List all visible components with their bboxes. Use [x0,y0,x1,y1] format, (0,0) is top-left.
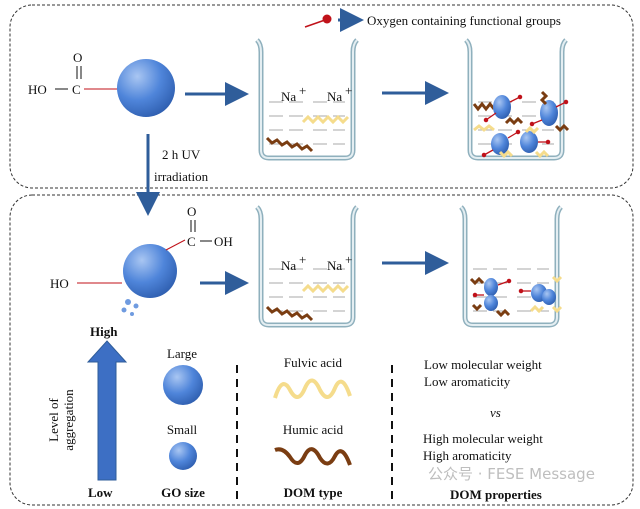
fulvic-acid-icon [273,378,352,399]
carbon-label: C [72,82,81,97]
high-aromaticity-label: High aromaticity [423,448,512,463]
oxygen-group-legend: Oxygen containing functional groups [304,8,561,32]
sodium-ion: Na [327,258,342,273]
top-panel [9,4,634,189]
aggregation-arrow-icon [86,340,128,481]
sodium-ion: Na [281,258,296,273]
pristine-go: O HO C [28,50,175,117]
carbonyl-oxygen: O [73,50,82,65]
beaker-dom-bottom: Na + Na + [257,207,357,325]
sodium-ion: Na [327,89,342,104]
small-go-icon [169,442,197,470]
legend-label: Oxygen containing functional groups [367,13,561,28]
go-size-heading: GO size [161,485,205,500]
aggregation-high-label: High [90,324,118,339]
versus-label: vs [490,405,501,420]
humic-acid-label: Humic acid [283,422,344,437]
watermark: 公众号 · FESE Message [428,465,595,483]
fulvic-acid-label: Fulvic acid [284,355,343,370]
humic-acid-icon [274,447,352,466]
high-molecular-weight-label: High molecular weight [423,431,543,446]
irradiated-go: HO C OH O [50,204,233,316]
uv-duration-label: 2 h UV [162,147,201,162]
carbonyl-oxygen: O [187,204,196,219]
aggregation-axis-label: aggregation [61,389,76,451]
uv-irradiation-label: irradiation [154,169,209,184]
ion-charge: + [299,83,306,98]
fulvic-acid-chain [301,283,350,294]
aggregation-axis-label: Level of [46,397,61,441]
beaker-dispersed-go [466,40,570,158]
carbon-label: C [187,234,196,249]
small-go-sphere [123,244,177,298]
sodium-ion: Na [281,89,296,104]
large-go-icon [163,365,203,405]
ion-charge: + [345,83,352,98]
low-aromaticity-label: Low aromaticity [424,374,511,389]
bottom-panel [9,194,634,506]
humic-acid-chain [265,305,314,322]
dom-type-heading: DOM type [284,485,343,500]
oxygen-group-icon [304,19,326,28]
aggregation-low-label: Low [88,485,113,500]
low-molecular-weight-label: Low molecular weight [424,357,542,372]
go-large-label: Large [167,346,197,361]
ion-charge: + [299,252,306,267]
large-go-sphere [117,59,175,117]
hydroxyl-label: HO [50,276,69,291]
go-small-label: Small [167,422,198,437]
hydroxyl-label: OH [214,234,233,249]
humic-acid-chain [265,136,314,153]
ion-charge: + [345,252,352,267]
beaker-aggregated-go [461,207,561,325]
hydroxyl-label: HO [28,82,47,97]
dom-properties-heading: DOM properties [450,487,542,502]
beaker-dom-top: Na + Na + [257,40,357,158]
fulvic-acid-chain [301,114,350,125]
